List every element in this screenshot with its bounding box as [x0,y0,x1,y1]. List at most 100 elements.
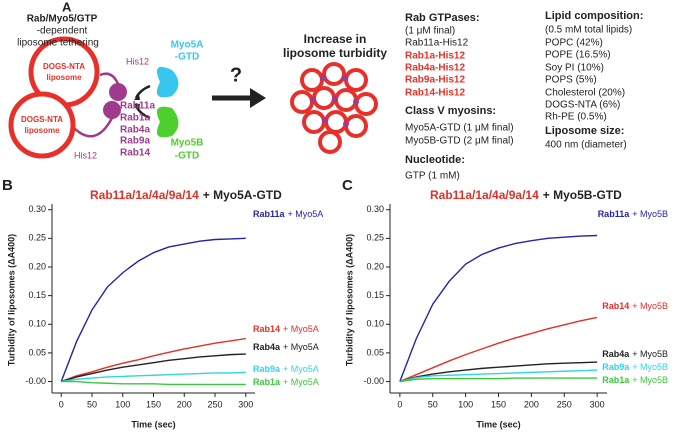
myo5a-label: -GTD [175,52,199,63]
condition: POPC (42%) [545,38,603,49]
linker [71,117,114,138]
condition: 400 nm (diameter) [545,140,627,151]
condition: Rab1a-His12 [405,51,465,62]
series-line [61,380,246,386]
x-tick-label: 300 [238,399,253,409]
y-tick-label: 0.15 [366,290,384,300]
series-label: Rab11a + Myo5B [598,209,668,219]
rab-protein [109,83,127,101]
y-tick-label: 0.20 [28,261,46,271]
series-suffix: + Myo5A [283,377,319,387]
y-tick-label: 0.25 [366,233,384,243]
condition: Rab14-His12 [405,88,465,99]
series-label: Rab4a + Myo5A [253,342,319,352]
condition: Rab9a-His12 [405,75,465,86]
cluster-proteins [310,75,359,127]
series-suffix: + Myo5A [288,209,324,219]
series-name: Rab11a [253,209,286,219]
series-label: Rab1a + Myo5A [253,377,319,387]
x-tick-label: 50 [428,399,438,409]
conditions-heading: Class V myosins: [405,105,496,117]
conditions-heading: Liposome size: [545,125,624,137]
x-tick-label: 0 [59,399,64,409]
series-label: Rab1a + Myo5B [602,375,668,385]
x-tick-label: 50 [87,399,97,409]
condition: DOGS-NTA (6%) [545,100,620,111]
x-tick-label: 200 [177,399,192,409]
series-line [60,337,246,383]
series-line [61,353,246,383]
y-tick-label: 0.15 [28,290,46,300]
arrowhead [134,94,140,110]
series-name: Rab4a [253,342,281,352]
rab-label: Rab9a [120,136,150,147]
x-tick-label: 150 [146,399,161,409]
series-line [399,377,598,383]
series-name: Rab1a [602,375,630,385]
y-axis-label: Turbidity of liposomes (ΔA400) [6,234,16,366]
series-name: Rab14 [253,324,280,334]
series-suffix: + Myo5B [632,349,668,359]
y-tick-label: 0.25 [28,233,46,243]
liposome-label: liposome [46,73,82,82]
x-axis-label: Time (sec) [476,419,520,429]
y-tick-label: 0.05 [28,347,46,357]
conditions-heading: Lipid composition: [545,10,643,22]
series-suffix: + Myo5A [283,342,319,352]
condition: Myo5A-GTD (1 μM final) [405,123,514,134]
rab-label: Rab4a [120,125,150,136]
series-line [399,369,598,383]
rab-label: Rab1a [120,113,150,124]
series-label: Rab14 + Myo5B [602,301,668,311]
condition: GTP (1 mM) [405,171,460,182]
series-line [61,371,246,383]
liposome-cluster [290,62,378,154]
panel-letter: B [2,177,13,194]
condition: Cholesterol (20%) [545,88,625,99]
y-tick-label: 0.10 [366,319,384,329]
diagram [8,36,378,159]
conditions-heading: Rab GTPases: [405,12,480,24]
result: Increase in [304,32,367,46]
rab-label: Rab14 [120,148,150,159]
y-axis-label: Turbidity of liposomes (ΔA400) [344,234,354,366]
series-name: Rab4a [602,349,630,359]
y-tick-label: 0.20 [366,261,384,271]
series-line [60,237,246,382]
condition: Rh-PE (0.5%) [545,112,607,123]
linker [99,72,120,85]
liposome-label: liposome [24,126,60,135]
y-tick-label: 0.05 [366,347,384,357]
x-tick-label: 250 [207,399,222,409]
myo5b-label: Myo5B [171,138,204,149]
x-tick-label: 200 [524,399,539,409]
condition: POPS (5%) [545,75,597,86]
condition: (0.5 mM total lipids) [545,25,632,36]
series-label: Rab11a + Myo5A [253,209,323,219]
condition: Rab11a-His12 [405,38,469,49]
condition: Soy PI (10%) [545,63,604,74]
series-label: Rab4a + Myo5B [602,349,668,359]
arrow [134,105,151,120]
heading: liposome tethering [17,38,99,49]
series-suffix: + Myo5A [283,324,319,334]
liposome-label: DOGS-NTA [43,62,85,71]
y-tick-label: -0.00 [363,376,384,386]
chart-title: Rab11a/1a/4a/9a/14 + Myo5A-GTD [90,188,282,202]
series-label: Rab9a + Myo5B [602,362,668,372]
series-line [399,234,598,382]
myo5b-label: -GTD [175,151,199,162]
x-tick-label: 250 [557,399,572,409]
arrow [134,84,151,99]
title-part: Rab11a/1a/4a/9a/14 [430,188,539,202]
series-suffix: + Myo5B [632,301,668,311]
rab-protein [103,101,121,119]
series-name: Rab11a [598,209,631,219]
condition: Myo5B-GTD (2 μM final) [405,136,514,147]
series-name: Rab1a [253,377,281,387]
condition: Rab4a-His12 [405,63,465,74]
x-tick-label: 0 [397,399,402,409]
x-tick-label: 150 [491,399,506,409]
panel-letter: A [62,0,72,14]
